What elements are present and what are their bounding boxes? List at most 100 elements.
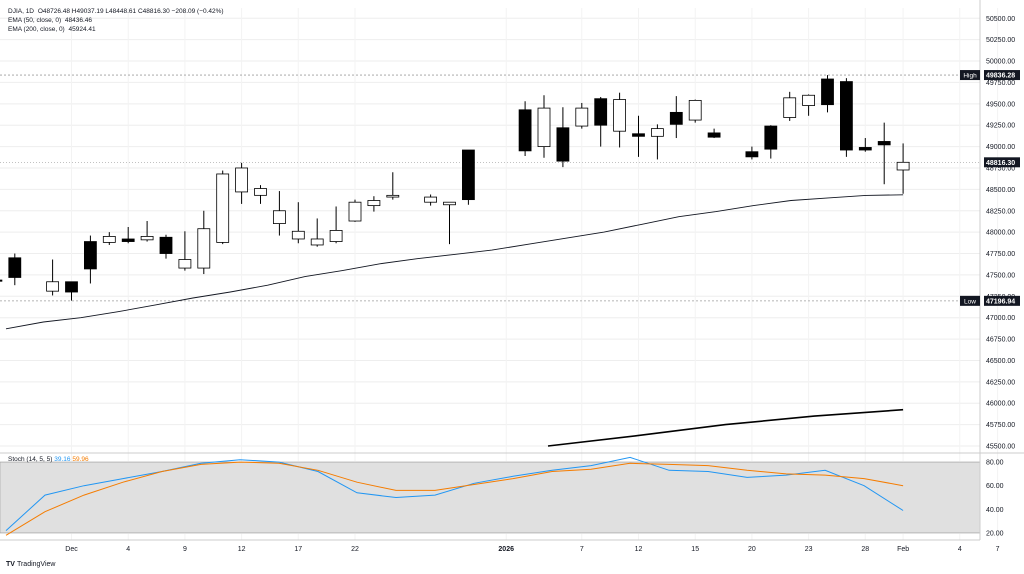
candle-body [178,259,192,269]
tradingview-logo-icon: TV [6,561,15,568]
candle-body [386,194,400,198]
candle-body [329,230,343,242]
candle-body [65,281,78,293]
candle-body [632,133,645,137]
ema50-value: 48436.46 [64,17,93,24]
candle-body [461,149,475,201]
time-tick-label: 28 [861,546,869,553]
candle-body [707,132,721,138]
candle-body [8,257,22,278]
time-tick-label: Feb [897,546,909,553]
price-tick-label: 50250.00 [986,37,1015,44]
candle-body [802,94,815,106]
extreme-price-value: 49836.28 [986,73,1015,80]
stochastic-d-line [5,461,904,536]
candle-body [575,107,589,127]
ema50-label: EMA (50, close, 0) [8,17,62,24]
price-tick-label: 46000.00 [986,401,1015,408]
price-tick-label: 50000.00 [986,59,1015,66]
extreme-label-text: Low [964,298,976,305]
time-tick-label: 12 [238,546,246,553]
candle-body [291,230,305,240]
time-tick-label: 12 [635,546,643,553]
stoch-tick-label: 20.00 [986,530,1004,537]
ema50-legend: EMA (50, close, 0) 48436.46 [8,17,94,25]
candle-body [367,200,381,207]
candle-body [443,201,456,206]
candle-body [840,81,853,151]
time-tick-label: 9 [183,546,187,553]
extreme-price-value: 47196.94 [986,298,1015,305]
candle-body [858,147,872,151]
stochastic-lines [5,456,904,536]
time-tick-label: 23 [805,546,813,553]
stochastic-k-value: 39.16 [54,456,71,463]
stochastic-label: Stoch (14, 5, 5) [8,456,53,463]
time-tick-label: 15 [691,546,699,553]
candle-body [745,151,759,158]
time-tick-label: Dec [65,546,78,553]
stochastic-legend: Stoch (14, 5, 5) 39.16 59.96 [8,456,89,463]
price-tick-label: 46750.00 [986,337,1015,344]
price-tick-label: 50500.00 [986,16,1015,23]
ema200-line [547,408,904,447]
candle-body [348,201,362,222]
ema200-value: 45924.41 [68,26,96,33]
candle-body [537,107,551,147]
price-tick-label: 49000.00 [986,144,1015,151]
price-tick-label: 47000.00 [986,315,1015,322]
extreme-label-text: High [963,73,977,80]
candle-body [669,111,683,125]
candles [0,75,910,301]
price-tick-label: 48250.00 [986,208,1015,215]
candle-body [556,127,570,162]
price-tick-label: 45500.00 [986,444,1015,451]
time-tick-label: 7 [996,546,1000,553]
time-tick-label: 17 [294,546,302,553]
tradingview-logo-text: TradingView [16,561,56,568]
ohlc-values: O48726.48 H49037.19 L48448.61 C48816.30 … [37,8,224,15]
axes: 45500.00 45750.00 46000.00 46250.00 46500.00… [0,0,1024,553]
ema-lines [5,194,904,447]
stochastic-d-value: 59.96 [72,456,89,463]
candle-body [235,167,249,193]
price-tick-label: 47750.00 [986,251,1015,258]
ema50-line [5,194,904,330]
last-price-tag [984,157,1020,168]
price-tick-label: 46500.00 [986,358,1015,365]
candle-body [121,238,135,242]
candle-body [783,97,797,118]
price-tick-label: 46250.00 [986,379,1015,386]
time-tick-label: 4 [958,546,962,553]
ema200-legend: EMA (200, close, 0) 45924.41 [8,26,98,34]
candle-body [140,236,154,241]
price-tick-label: 48000.00 [986,230,1015,237]
stoch-tick-label: 80.00 [986,460,1004,467]
candle-body [688,99,702,121]
time-tick-label: 20 [748,546,756,553]
symbol-legend: DJIA, 1D O48726.48 H49037.19 L48448.61 C… [8,8,226,16]
extreme-price-tag [984,70,1020,81]
candle-body [46,281,59,292]
stoch-tick-label: 40.00 [986,507,1004,514]
candle-body [518,109,532,152]
price-tick-label: 45750.00 [986,422,1015,429]
ema200-label: EMA (200, close, 0) [8,26,65,33]
candle-body [877,141,891,146]
candle-body [594,98,608,126]
candle-body [84,241,97,270]
candle-body [310,238,324,246]
last-price-value: 48816.30 [986,160,1015,167]
stochastic-band [0,461,981,534]
candle-body [613,99,626,132]
price-tick-label: 48750.00 [986,165,1015,172]
candle-body [821,78,834,106]
extreme-price-tag [984,295,1020,306]
extreme-label-tag [960,70,980,81]
time-tick-label: 22 [351,546,359,553]
tradingview-logo[interactable]: TV TradingView [6,561,55,568]
candle-body [254,188,267,196]
symbol-label: DJIA, 1D [8,8,35,15]
stochastic-k-line [5,456,904,531]
